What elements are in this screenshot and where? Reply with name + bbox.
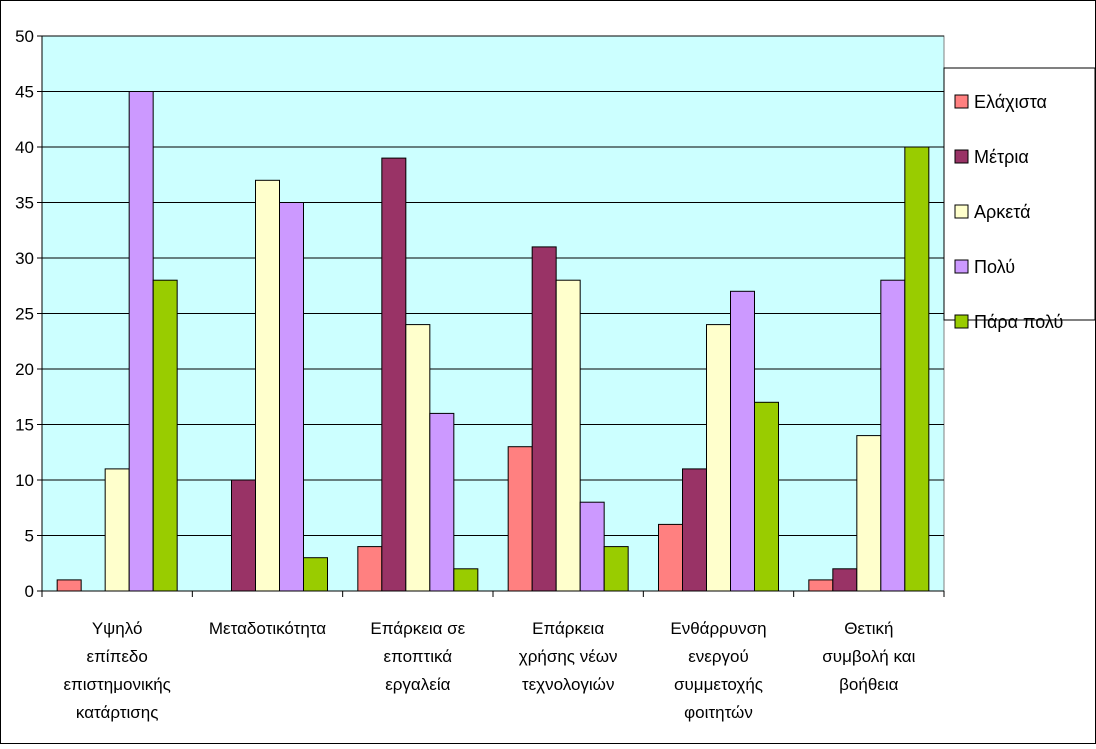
x-category-label-line: εποπτικά [384,647,453,666]
x-category-labels: Υψηλό επίπεδο επιστημονικής κατάρτισης Μεταδ… [63,619,915,722]
legend-box [943,67,1096,321]
y-tick-label: 45 [15,83,34,102]
x-category-label-line: συμμετοχής [674,675,763,694]
x-category-label-line: κατάρτισης [76,703,159,722]
legend-swatch-4 [954,314,969,329]
bar-1-2 [381,157,407,592]
x-category-label-line: Επάρκεια σε [370,619,465,638]
x-category-label-line: Ενθάρρυνση [670,619,766,638]
legend-label-0: Ελάχιστα [974,92,1047,112]
bar-3-2 [429,412,455,592]
x-category-label-line: Υψηλό [92,619,143,638]
bar-2-0 [104,468,130,592]
y-tick-labels: 0 5 10 15 20 25 30 35 40 45 50 [15,27,34,601]
x-category-label: Υψηλό επίπεδο επιστημονικής κατάρτισης [63,619,170,722]
bar-3-3 [579,501,605,592]
bar-1-3 [531,246,557,592]
bar-4-3 [603,546,629,592]
x-category-label-line: Θετική [844,619,893,638]
legend-swatch-2 [954,204,969,219]
x-category-label-line: επιστημονικής [63,675,170,694]
bar-0-4 [658,523,683,592]
y-tick-label: 20 [15,360,34,379]
bar-2-2 [405,324,431,592]
bar-2-1 [255,179,280,592]
legend-label-4: Πάρα πολύ [974,312,1063,332]
x-category-label: Ενθάρρυνση ενεργού συμμετοχής φοιτητών [670,619,766,722]
bar-1-4 [682,468,707,592]
legend: Ελάχιστα Μέτρια Αρκετά Πολύ Πάρα πολύ [943,67,1096,332]
bar-3-4 [730,290,755,592]
bar-4-1 [303,557,328,592]
x-category-label-line: φοιτητών [684,703,753,722]
bar-2-3 [555,279,581,592]
x-category-label-line: ενεργού [688,647,749,666]
bar-0-2 [357,546,383,592]
legend-swatch-0 [954,94,969,109]
bar-3-0 [128,91,154,592]
x-category-label-line: τεχνολογιών [522,675,615,694]
legend-label-2: Αρκετά [974,202,1031,222]
x-category-label-line: συμβολή και [822,647,915,666]
y-tick-label: 15 [15,416,34,435]
bar-1-5 [832,568,858,592]
legend-swatch-3 [954,259,969,274]
y-tick-label: 35 [15,194,34,213]
x-category-label: Επάρκεια σε εποπτικά εργαλεία [370,619,465,694]
legend-label-3: Πολύ [974,257,1015,277]
y-tick-label: 40 [15,138,34,157]
x-category-label: Θετική συμβολή και βοήθεια [822,619,915,694]
axes [37,35,945,597]
x-category-label: Μεταδοτικότητα [209,619,326,638]
y-tick-label: 50 [15,27,34,46]
y-tick-label: 10 [15,471,34,490]
bar-2-4 [706,324,731,592]
bar-0-0 [56,579,82,592]
bar-3-1 [279,202,304,592]
x-category-label: Επάρκεια χρήσης νέων τεχνολογιών [519,619,618,694]
bar-0-3 [507,446,533,592]
bar-1-1 [231,479,256,592]
x-category-label-line: Μεταδοτικότητα [209,619,326,638]
y-tick-label: 30 [15,249,34,268]
y-tick-label: 5 [25,527,34,546]
x-category-label-line: βοήθεια [839,675,898,694]
legend-swatch-1 [954,149,969,164]
bar-0-5 [808,579,834,592]
x-category-label-line: χρήσης νέων [519,647,618,666]
gridlines [42,35,944,536]
y-tick-label: 25 [15,305,34,324]
bar-4-5 [904,146,930,592]
bar-4-4 [754,401,779,592]
x-category-label-line: Επάρκεια [532,619,604,638]
bar-3-5 [880,279,906,592]
bar-4-0 [152,279,178,592]
bars [56,91,930,592]
bar-2-5 [856,435,882,592]
legend-label-1: Μέτρια [974,147,1029,167]
x-category-label-line: επίπεδο [87,647,148,666]
x-category-label-line: εργαλεία [385,675,450,694]
bar-4-2 [453,568,479,592]
y-tick-label: 0 [25,582,34,601]
